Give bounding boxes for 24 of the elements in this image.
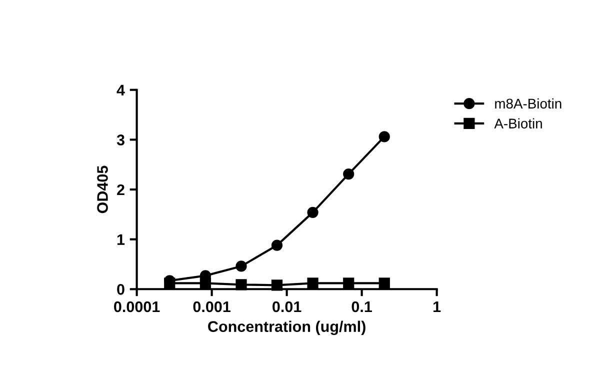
y-tick-label: 4 xyxy=(116,84,125,96)
point xyxy=(378,278,390,289)
x-tick-label: 1 xyxy=(434,302,441,312)
x-tick-label: 0.001 xyxy=(193,301,230,312)
legend-label: A-Biotin xyxy=(494,118,542,128)
y-axis-title: OD405 xyxy=(97,166,108,214)
legend-label: m8A-Biotin xyxy=(495,98,562,109)
point xyxy=(271,240,283,251)
y-tick-label: 1 xyxy=(117,234,125,245)
point xyxy=(236,260,247,272)
x-axis-title: Concentration (ug/ml) xyxy=(208,320,366,336)
point xyxy=(343,278,354,289)
point xyxy=(307,206,318,218)
point xyxy=(343,168,354,180)
point xyxy=(236,279,247,290)
y-tick-label: 3 xyxy=(116,134,124,146)
x-tick-label: 0.0001 xyxy=(114,301,160,312)
point xyxy=(271,280,283,291)
x-tick-label: 0.01 xyxy=(272,301,302,312)
x-tick-label: 0.1 xyxy=(352,301,372,312)
y-tick-label: 2 xyxy=(117,184,124,196)
point xyxy=(307,278,318,289)
point xyxy=(378,131,390,142)
y-tick-label: 0 xyxy=(117,284,124,295)
